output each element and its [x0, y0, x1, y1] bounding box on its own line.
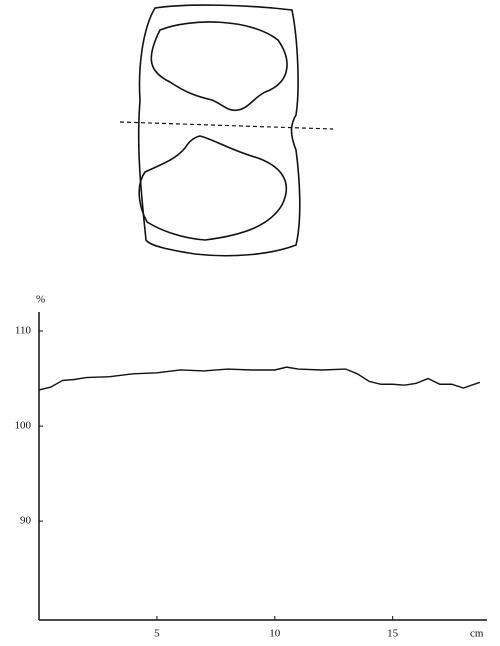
data-line [39, 367, 480, 390]
x-tick-label: 10 [269, 628, 281, 640]
y-tick-label: 110 [15, 325, 32, 337]
x-tick-label: 15 [387, 628, 399, 640]
lower-hole [139, 136, 286, 240]
x-axis-label: cm [470, 628, 484, 640]
y-axis-label: % [36, 294, 45, 306]
section-line [120, 122, 333, 129]
outer-outline [139, 5, 300, 256]
x-tick-label: 5 [154, 628, 160, 640]
figure: % cm 90 100 110 5 10 15 [0, 0, 500, 646]
cross-section-drawing [120, 5, 333, 256]
y-tick-label: 100 [15, 420, 32, 432]
upper-hole [151, 22, 287, 110]
y-tick-label: 90 [20, 515, 32, 527]
